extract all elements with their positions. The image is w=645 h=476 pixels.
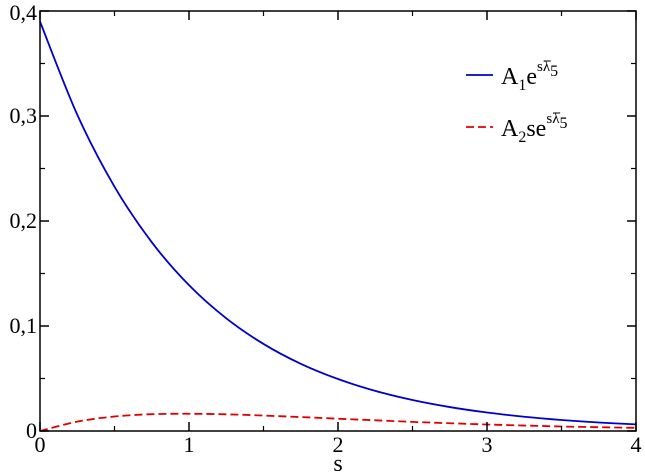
x-axis-title: s [333,451,342,476]
legend-2-sup_sub: 5 [559,115,567,132]
y-tick-label-0: 0 [26,418,37,443]
legend-2-mid: se [526,116,546,142]
legend-1-sup_lambda: λ [543,59,551,75]
x-tick-label-2: 2 [333,432,344,457]
legend-1-sup_sub: 5 [550,63,558,80]
legend-entry-2: A2sesλ5 [501,111,567,146]
y-tick-label-3: 0,3 [10,103,38,128]
legend-entry-1: A1esλ5 [501,59,558,94]
legend-1-base: A [501,64,519,90]
y-tick-label-4: 0,4 [10,0,38,25]
x-tick-label-4: 4 [631,432,642,457]
ticks-layer [39,10,637,432]
y-tick-label-2: 0,2 [10,208,38,233]
series-line-2 [39,412,637,432]
legend-1-mid: e [526,64,537,90]
legend-2-base: A [501,116,519,142]
legend-1-sub: 1 [518,77,526,94]
series-layer [39,21,637,432]
y-tick-label-1: 0,1 [10,313,38,338]
legend-label-2: A2sesλ5 [501,111,567,146]
legend-2-sub: 2 [518,129,526,146]
legend-2-sup_s: s [546,111,552,127]
x-tick-label-1: 1 [184,432,195,457]
tick-labels-layer: 0 1 2 3 4 0 0,1 0,2 0,3 0,4 [10,0,642,457]
x-tick-label-0: 0 [35,432,46,457]
legend-2-sup_lambda: λ [552,111,560,127]
legend-label-1: A1esλ5 [501,59,558,94]
legend-1-sup_s: s [537,59,543,75]
x-tick-label-3: 3 [482,432,493,457]
series-line-1 [39,21,637,426]
